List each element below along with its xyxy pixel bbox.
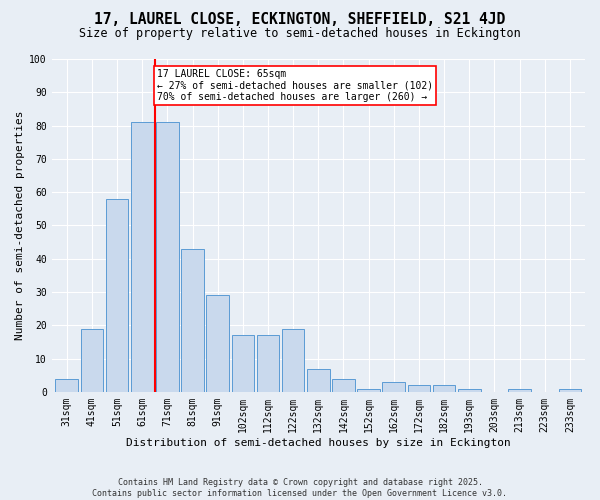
Bar bbox=[106, 199, 128, 392]
Bar bbox=[232, 336, 254, 392]
Bar bbox=[559, 388, 581, 392]
Bar bbox=[156, 122, 179, 392]
Bar bbox=[458, 388, 481, 392]
Bar bbox=[508, 388, 531, 392]
Bar bbox=[206, 296, 229, 392]
Text: Contains HM Land Registry data © Crown copyright and database right 2025.
Contai: Contains HM Land Registry data © Crown c… bbox=[92, 478, 508, 498]
Y-axis label: Number of semi-detached properties: Number of semi-detached properties bbox=[15, 110, 25, 340]
Bar bbox=[307, 368, 329, 392]
Bar bbox=[358, 388, 380, 392]
Bar bbox=[382, 382, 405, 392]
X-axis label: Distribution of semi-detached houses by size in Eckington: Distribution of semi-detached houses by … bbox=[126, 438, 511, 448]
Bar bbox=[181, 248, 204, 392]
Text: 17 LAUREL CLOSE: 65sqm
← 27% of semi-detached houses are smaller (102)
70% of se: 17 LAUREL CLOSE: 65sqm ← 27% of semi-det… bbox=[157, 69, 433, 102]
Bar bbox=[332, 378, 355, 392]
Bar bbox=[433, 385, 455, 392]
Bar bbox=[257, 336, 280, 392]
Bar bbox=[80, 328, 103, 392]
Text: Size of property relative to semi-detached houses in Eckington: Size of property relative to semi-detach… bbox=[79, 28, 521, 40]
Bar bbox=[131, 122, 154, 392]
Bar bbox=[282, 328, 304, 392]
Bar bbox=[407, 385, 430, 392]
Bar bbox=[55, 378, 78, 392]
Text: 17, LAUREL CLOSE, ECKINGTON, SHEFFIELD, S21 4JD: 17, LAUREL CLOSE, ECKINGTON, SHEFFIELD, … bbox=[94, 12, 506, 28]
